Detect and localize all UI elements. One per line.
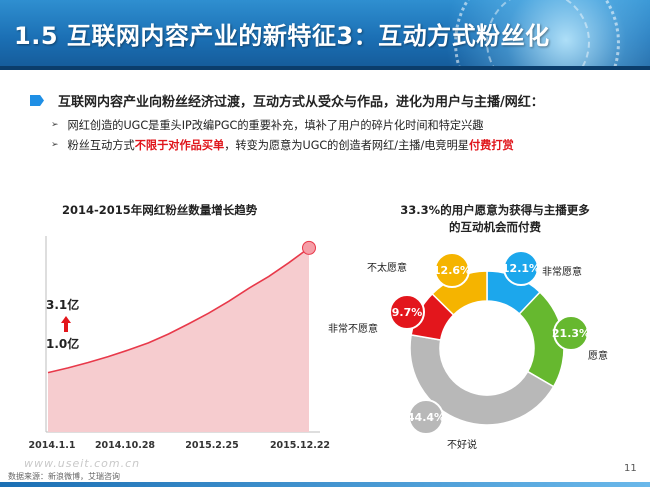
banner-underline <box>0 66 650 70</box>
area-fill <box>48 247 309 432</box>
slice-value-label: 12.1% <box>502 262 540 275</box>
x-tick-labels: 2014.1.1 2014.10.28 2015.2.25 2015.12.22 <box>29 440 331 451</box>
slice-value-label: 21.3% <box>552 327 590 340</box>
end-point-marker <box>302 240 316 255</box>
page-number: 11 <box>624 463 637 474</box>
triangle-bullet-icon: ➢ <box>51 140 59 150</box>
banner-ring-decoration <box>486 0 590 70</box>
slide-title: 1.5 互联网内容产业的新特征3：互动方式粉丝化 <box>14 22 550 50</box>
x-tick-label: 2015.12.22 <box>270 440 330 451</box>
donut-slice <box>409 334 555 426</box>
slice-value-bubble <box>434 252 470 288</box>
sub-point-2: ➢ 粉丝互动方式不限于对作品买单，转变为愿意为UGC的创造者网红/主播/电竞明星… <box>51 137 514 153</box>
end-value-label: 3.1亿 <box>46 297 79 312</box>
chevron-bullet-icon <box>30 95 44 106</box>
slice-name-label: 不太愿意 <box>367 261 407 274</box>
slice-value-bubble <box>553 315 589 351</box>
slice-name-label: 愿意 <box>588 349 608 362</box>
footer-bar <box>0 482 650 487</box>
line-chart-title: 2014-2015年网红粉丝数量增长趋势 <box>62 203 258 217</box>
donut-chart-title: 33.3%的用户愿意为获得与主播更多 的互动机会而付费 <box>400 203 590 234</box>
donut-chart: 12.1% 21.3% 44.4% 9.7% 12.6% <box>389 250 590 435</box>
slice-name-label: 不好说 <box>447 438 477 451</box>
lead-point: 互联网内容产业向粉丝经济过渡，互动方式从受众与作品，进化为用户与主播/网红： <box>30 91 544 110</box>
slice-value-label: 9.7% <box>392 306 423 319</box>
x-tick-label: 2014.1.1 <box>29 440 76 451</box>
data-source: 数据来源：新浪微博，艾瑞咨询 <box>8 472 120 481</box>
up-arrow-icon <box>61 316 71 332</box>
line-chart: 3.1亿 1.0亿 2014.1.1 2014.10.28 2015.2.25 201… <box>29 236 331 451</box>
donut-legend-labels: 不太愿意 非常愿意 非常不愿意 愿意 不好说 <box>328 261 608 451</box>
sub-point-text: 粉丝互动方式不限于对作品买单，转变为愿意为UGC的创造者网红/主播/电竞明星付费… <box>67 139 514 152</box>
lead-text: 互联网内容产业向粉丝经济过渡，互动方式从受众与作品，进化为用户与主播/网红： <box>58 95 544 110</box>
sub-point-1: ➢ 网红创造的UGC是重头IP改编PGC的重要补充，填补了用户的碎片化时间和特定… <box>51 117 484 133</box>
title-banner: 1.5 互联网内容产业的新特征3：互动方式粉丝化 <box>0 0 650 70</box>
slice-value-label: 44.4% <box>407 411 445 424</box>
slice-value-label: 12.6% <box>433 264 471 277</box>
trend-line <box>47 247 310 374</box>
banner-ring-decoration <box>454 0 620 70</box>
triangle-bullet-icon: ➢ <box>51 120 59 130</box>
x-tick-label: 2015.2.25 <box>185 440 239 451</box>
sub-point-text: 网红创造的UGC是重头IP改编PGC的重要补充，填补了用户的碎片化时间和特定兴趣 <box>67 119 484 132</box>
slice-name-label: 非常愿意 <box>542 265 582 278</box>
slice-value-bubble <box>389 294 425 330</box>
slice-value-bubble <box>408 399 444 435</box>
x-tick-label: 2014.10.28 <box>95 440 155 451</box>
watermark: www.useit.com.cn <box>24 457 141 470</box>
slice-name-label: 非常不愿意 <box>328 322 378 335</box>
slice-value-bubble <box>503 250 539 286</box>
start-value-label: 1.0亿 <box>46 336 79 351</box>
